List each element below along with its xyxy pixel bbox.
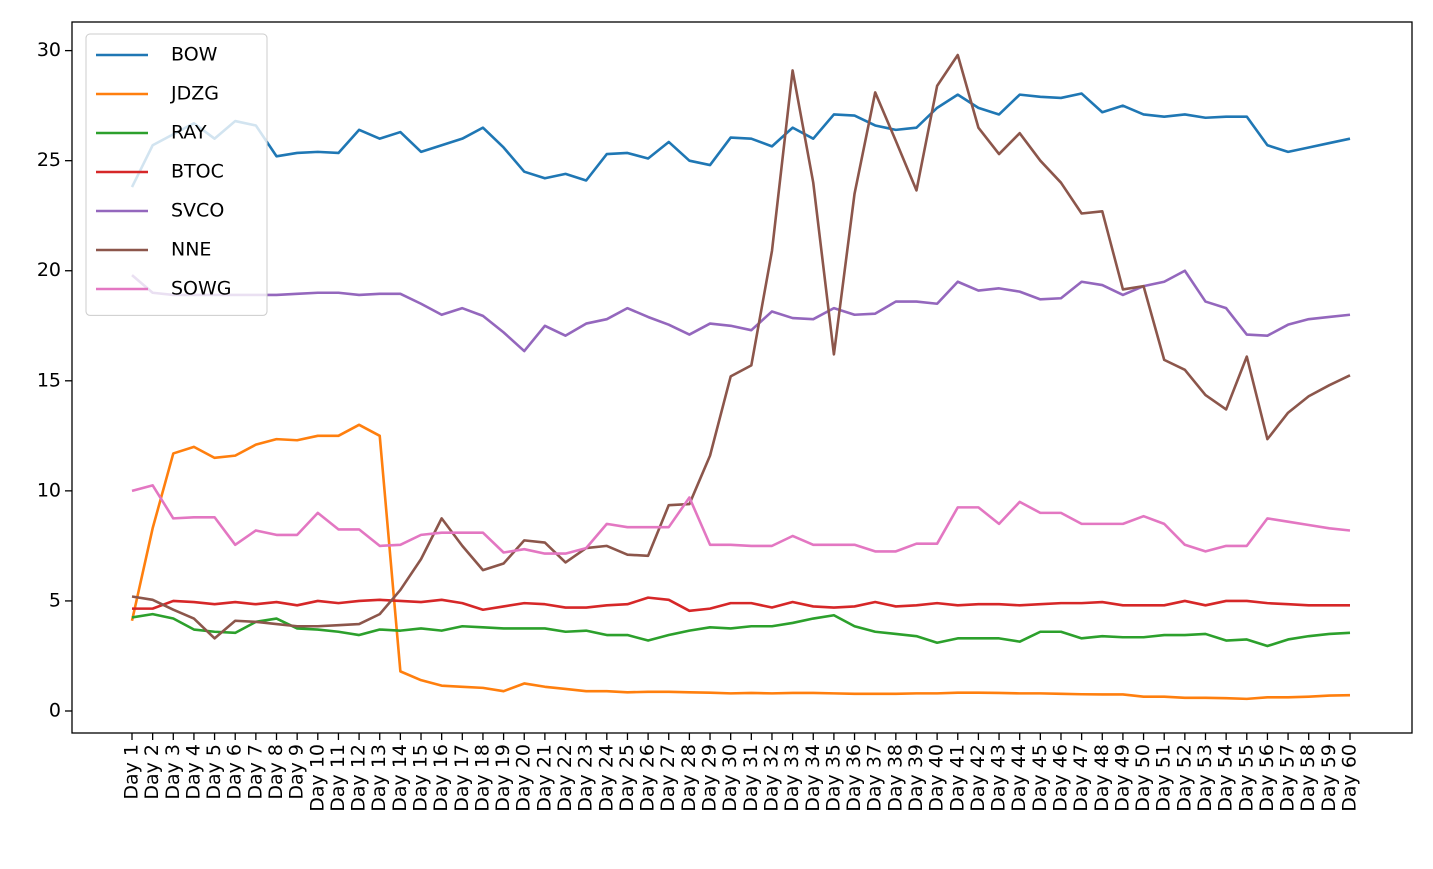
x-tick-label: Day 39 — [905, 744, 927, 812]
y-tick-label: 25 — [37, 149, 61, 171]
x-tick-label: Day 33 — [781, 744, 803, 812]
x-tick-label: Day 43 — [988, 744, 1010, 812]
x-tick-label: Day 14 — [389, 744, 411, 812]
x-tick-label: Day 47 — [1070, 744, 1092, 812]
x-tick-label: Day 19 — [492, 744, 514, 812]
x-tick-label: Day 13 — [368, 744, 390, 812]
x-tick-label: Day 28 — [678, 744, 700, 812]
x-tick-label: Day 26 — [637, 744, 659, 812]
x-tick-label: Day 44 — [1008, 744, 1030, 812]
x-tick-label: Day 22 — [554, 744, 576, 812]
x-tick-label: Day 59 — [1318, 744, 1340, 812]
x-tick-label: Day 51 — [1153, 744, 1175, 812]
legend-label: SVCO — [171, 200, 224, 222]
x-tick-label: Day 56 — [1256, 744, 1278, 812]
series-line — [131, 269, 1351, 353]
x-tick-label: Day 6 — [224, 744, 246, 800]
x-tick-label: Day 38 — [884, 744, 906, 812]
x-tick-label: Day 42 — [967, 744, 989, 812]
x-tick-label: Day 29 — [699, 744, 721, 812]
x-tick-label: Day 60 — [1339, 744, 1361, 812]
x-tick-label: Day 11 — [327, 744, 349, 812]
y-tick-label: 20 — [37, 259, 61, 281]
legend-label: JDZG — [170, 83, 219, 105]
x-tick-label: Day 7 — [244, 744, 266, 800]
y-tick-label: 0 — [49, 699, 61, 721]
x-tick-label: Day 10 — [306, 744, 328, 812]
y-tick-label: 30 — [37, 39, 61, 61]
legend-label: NNE — [171, 239, 211, 261]
x-tick-label: Day 45 — [1029, 744, 1051, 812]
x-tick-label: Day 23 — [575, 744, 597, 812]
series-line — [130, 423, 1351, 701]
x-tick-label: Day 50 — [1132, 744, 1154, 812]
x-tick-label: Day 52 — [1173, 744, 1195, 812]
y-tick-label: 15 — [37, 369, 61, 391]
legend-label: SOWG — [171, 278, 232, 300]
y-tick-label: 10 — [37, 479, 61, 501]
x-tick-label: Day 35 — [822, 744, 844, 812]
x-tick-label: Day 3 — [162, 744, 184, 800]
x-tick-label: Day 54 — [1215, 744, 1237, 812]
x-tick-label: Day 1 — [121, 744, 143, 800]
x-tick-label: Day 46 — [1049, 744, 1071, 812]
legend-label: BOW — [171, 44, 218, 66]
x-tick-label: Day 20 — [513, 744, 535, 812]
legend-box — [85, 33, 268, 316]
x-tick-label: Day 5 — [203, 744, 225, 800]
x-tick-label: Day 8 — [265, 744, 287, 800]
x-tick-label: Day 58 — [1297, 744, 1319, 812]
x-tick-label: Day 49 — [1111, 744, 1133, 812]
series-line — [131, 53, 1351, 640]
x-tick-label: Day 24 — [595, 744, 617, 812]
x-tick-label: Day 17 — [451, 744, 473, 812]
x-tick-label: Day 53 — [1194, 744, 1216, 812]
x-tick-label: Day 31 — [740, 744, 762, 812]
series-line — [131, 484, 1351, 555]
legend-label: BTOC — [171, 161, 224, 183]
x-tick-label: Day 18 — [471, 744, 493, 812]
x-tick-label: Day 25 — [616, 744, 638, 812]
series-line — [132, 596, 1350, 613]
x-tick-label: Day 36 — [843, 744, 865, 812]
x-tick-label: Day 57 — [1277, 744, 1299, 812]
series-line — [130, 92, 1351, 188]
x-tick-label: Day 55 — [1235, 744, 1257, 812]
plot-frame — [71, 21, 1413, 734]
series-line — [131, 612, 1351, 648]
x-tick-label: Day 32 — [760, 744, 782, 812]
x-tick-label: Day 15 — [410, 744, 432, 812]
x-tick-label: Day 48 — [1091, 744, 1113, 812]
x-tick-label: Day 4 — [182, 744, 204, 800]
y-tick-label: 5 — [49, 589, 61, 611]
x-tick-label: Day 37 — [864, 744, 886, 812]
legend-label: RAY — [171, 122, 207, 144]
x-tick-label: Day 2 — [141, 744, 163, 800]
x-tick-label: Day 41 — [946, 744, 968, 812]
x-tick-label: Day 12 — [348, 744, 370, 812]
x-tick-label: Day 27 — [657, 744, 679, 812]
x-tick-label: Day 21 — [533, 744, 555, 812]
x-tick-label: Day 40 — [926, 744, 948, 812]
x-tick-label: Day 30 — [719, 744, 741, 812]
x-tick-label: Day 16 — [430, 744, 452, 812]
x-tick-label: Day 34 — [802, 744, 824, 812]
x-tick-label: Day 9 — [286, 744, 308, 800]
